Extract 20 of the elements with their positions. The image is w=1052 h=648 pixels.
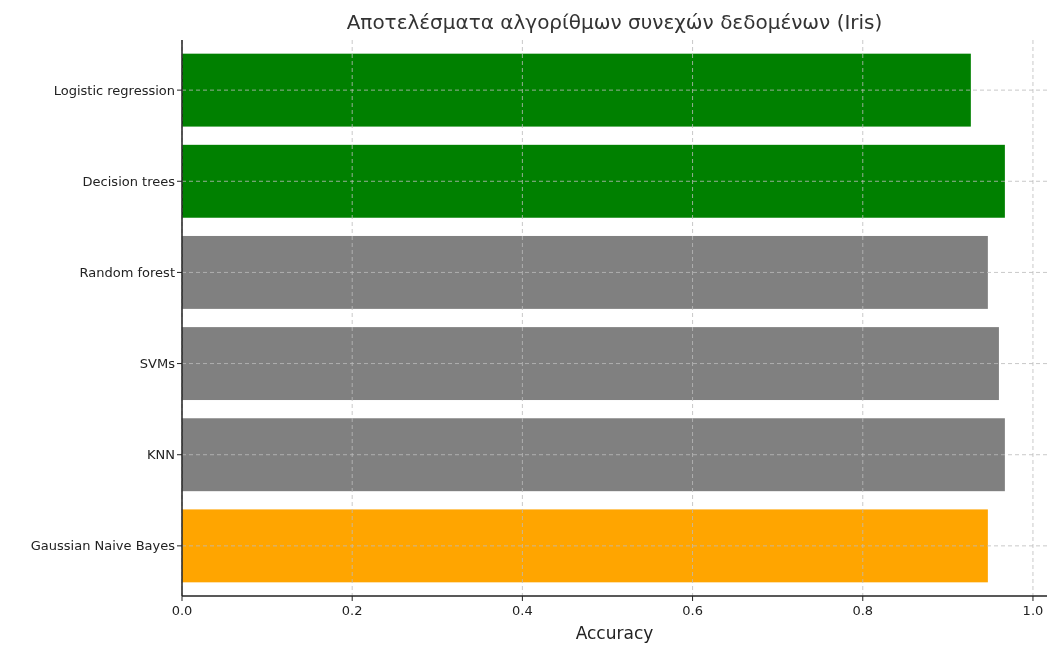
bar <box>182 53 971 127</box>
y-tick-label: KNN <box>147 447 175 463</box>
y-tick-label: Logistic regression <box>53 82 175 98</box>
y-tick-label: Decision trees <box>82 173 176 189</box>
bar <box>182 509 988 583</box>
bar <box>182 327 999 401</box>
y-tick-label: Gaussian Naive Bayes <box>30 538 176 554</box>
bar <box>182 235 988 309</box>
x-tick-label: 0.6 <box>682 603 703 618</box>
y-tick-label: SVMs <box>139 356 176 372</box>
x-axis-title: Accuracy <box>575 623 654 643</box>
bar <box>182 144 1005 218</box>
chart-title: Αποτελέσματα αλγορίθμων συνεχών δεδομένων (Iris) <box>346 10 883 34</box>
y-tick-label: Random forest <box>79 264 175 280</box>
x-tick-label: 1.0 <box>1022 603 1044 618</box>
bar <box>182 418 1005 492</box>
x-tick-label: 0.4 <box>512 603 533 618</box>
x-tick-label: 0.0 <box>171 603 193 618</box>
x-tick-label: 0.2 <box>341 603 363 618</box>
x-tick-label: 0.8 <box>852 603 874 618</box>
